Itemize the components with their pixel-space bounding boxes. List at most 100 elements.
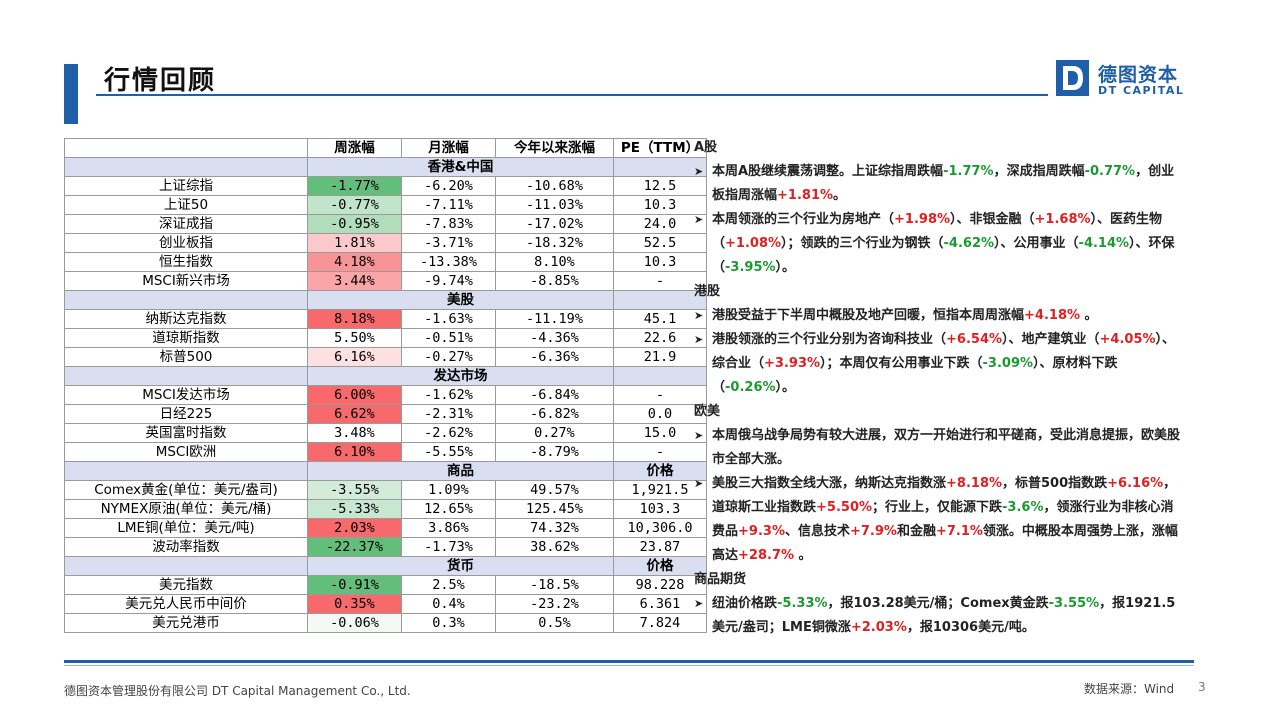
ytd-change: -4.36%	[495, 328, 614, 348]
section-header-row: 货币 价格	[64, 556, 707, 576]
table-row: 上证50 -0.77% -7.11% -11.03% 10.3	[64, 195, 707, 215]
ytd-change: -8.85%	[495, 271, 614, 291]
weekly-change: 6.62%	[307, 404, 402, 424]
ytd-change: 0.27%	[495, 423, 614, 443]
ytd-change: 8.10%	[495, 252, 614, 272]
index-name: 波动率指数	[64, 537, 308, 557]
ytd-change: 0.5%	[495, 613, 614, 633]
index-name: 纳斯达克指数	[64, 309, 308, 329]
index-name: 美元指数	[64, 575, 308, 595]
ytd-change: 125.45%	[495, 499, 614, 519]
ytd-change: -6.36%	[495, 347, 614, 367]
commentary-text: 纽油价格跌	[712, 596, 778, 611]
commentary-bullet: ➤ 本周俄乌战争局势有较大进展，双方一开始进行和平磋商，受此消息提振，欧美股市全部…	[694, 424, 1184, 472]
index-name: 英国富时指数	[64, 423, 308, 443]
table-row: MSCI发达市场 6.00% -1.62% -6.84% -	[64, 385, 707, 405]
pe-or-price: 103.3	[613, 499, 707, 519]
index-name: MSCI发达市场	[64, 385, 308, 405]
commentary-text: ）、医药生物（	[712, 212, 1163, 251]
company-logo: 德图资本 DT CAPITAL	[1056, 60, 1196, 100]
monthly-change: 12.65%	[401, 499, 496, 519]
section-title: 商品	[307, 461, 614, 481]
pe-or-price: 10,306.0	[613, 518, 707, 538]
monthly-change: -2.62%	[401, 423, 496, 443]
section-spacer	[64, 461, 308, 481]
index-name: 日经225	[64, 404, 308, 424]
change-value: +6.54%	[946, 332, 1003, 347]
table-row: Comex黄金(单位：美元/盎司) -3.55% 1.09% 49.57% 1,921.…	[64, 480, 707, 500]
arrow-bullet-icon: ➤	[694, 213, 704, 226]
change-value: +4.18%	[1024, 308, 1081, 323]
index-name: 美元兑人民币中间价	[64, 594, 308, 614]
weekly-change: -0.77%	[307, 195, 402, 215]
change-value: -0.26%	[725, 380, 776, 395]
change-value: +9.3%	[738, 524, 785, 539]
index-name: 创业板指	[64, 233, 308, 253]
pe-or-price: -	[613, 271, 707, 291]
section-value-header	[613, 157, 707, 177]
change-value: +1.08%	[725, 236, 782, 251]
column-header: 月涨幅	[401, 138, 496, 158]
ytd-change: -6.82%	[495, 404, 614, 424]
pe-or-price: 98.228	[613, 575, 707, 595]
pe-or-price: -	[613, 442, 707, 462]
monthly-change: -9.74%	[401, 271, 496, 291]
arrow-bullet-icon: ➤	[694, 477, 704, 490]
footer-rule	[64, 660, 1194, 663]
ytd-change: 38.62%	[495, 537, 614, 557]
section-value-header	[613, 366, 707, 386]
ytd-change: -10.68%	[495, 176, 614, 196]
arrow-bullet-icon: ➤	[694, 333, 704, 346]
monthly-change: -7.11%	[401, 195, 496, 215]
commentary-text: ，道琼斯工业指数跌	[712, 476, 1177, 515]
weekly-change: -0.91%	[307, 575, 402, 595]
commentary-bullet: ➤ 港股受益于下半周中概股及地产回暖，恒指本周周涨幅+4.18% 。	[694, 304, 1184, 328]
monthly-change: -13.38%	[401, 252, 496, 272]
footer-rule-thin	[64, 665, 1194, 666]
table-row: 日经225 6.62% -2.31% -6.82% 0.0	[64, 404, 707, 424]
logo-mark-icon	[1056, 60, 1089, 96]
section-title: 货币	[307, 556, 614, 576]
commentary-bullet: ➤ 本周领涨的三个行业为房地产（+1.98%）、非银金融（+1.68%）、医药生物…	[694, 208, 1184, 280]
index-name: 上证综指	[64, 176, 308, 196]
change-value: -4.14%	[1078, 236, 1130, 251]
change-value: +1.68%	[1034, 212, 1091, 227]
index-name: 美元兑港币	[64, 613, 308, 633]
commentary-text: 和金融	[896, 524, 936, 539]
weekly-change: 6.00%	[307, 385, 402, 405]
pe-or-price: 23.87	[613, 537, 707, 557]
ytd-change: -18.32%	[495, 233, 614, 253]
commentary-text: 本周领涨的三个行业为房地产（	[712, 212, 895, 227]
monthly-change: -1.63%	[401, 309, 496, 329]
commentary-text: ）、环保（	[712, 236, 1175, 275]
table-row: 英国富时指数 3.48% -2.62% 0.27% 15.0	[64, 423, 707, 443]
commentary-text: ，报1921.5美元/盎司；LME铜微涨	[712, 596, 1176, 635]
market-commentary: A股 ➤ 本周A股继续震荡调整。上证综指周跌幅-1.77%，深成指周跌幅-0.77%…	[694, 136, 1184, 640]
monthly-change: -3.71%	[401, 233, 496, 253]
column-header: 今年以来涨幅	[495, 138, 614, 158]
ytd-change: -8.79%	[495, 442, 614, 462]
section-header-row: 美股	[64, 290, 707, 310]
change-value: -4.62%	[943, 236, 995, 251]
pe-or-price: 12.5	[613, 176, 707, 196]
commentary-section-title: 欧美	[694, 404, 721, 419]
commentary-text: ）、原材料下跌（	[712, 356, 1118, 395]
weekly-change: 0.35%	[307, 594, 402, 614]
page-title: 行情回顾	[104, 66, 217, 96]
pe-or-price: 10.3	[613, 195, 707, 215]
change-value: +7.9%	[849, 524, 897, 539]
change-value: +1.98%	[894, 212, 951, 227]
section-spacer	[64, 290, 308, 310]
change-value: -1.77%	[943, 164, 994, 179]
table-row: 美元兑人民币中间价 0.35% 0.4% -23.2% 6.361	[64, 594, 707, 614]
table-row: 深证成指 -0.95% -7.83% -17.02% 24.0	[64, 214, 707, 234]
section-spacer	[64, 157, 308, 177]
ytd-change: 49.57%	[495, 480, 614, 500]
index-name: 深证成指	[64, 214, 308, 234]
index-name: 上证50	[64, 195, 308, 215]
pe-or-price: 0.0	[613, 404, 707, 424]
weekly-change: 2.03%	[307, 518, 402, 538]
section-spacer	[64, 556, 308, 576]
monthly-change: -5.55%	[401, 442, 496, 462]
commentary-text: ）、公用事业（	[994, 236, 1079, 251]
